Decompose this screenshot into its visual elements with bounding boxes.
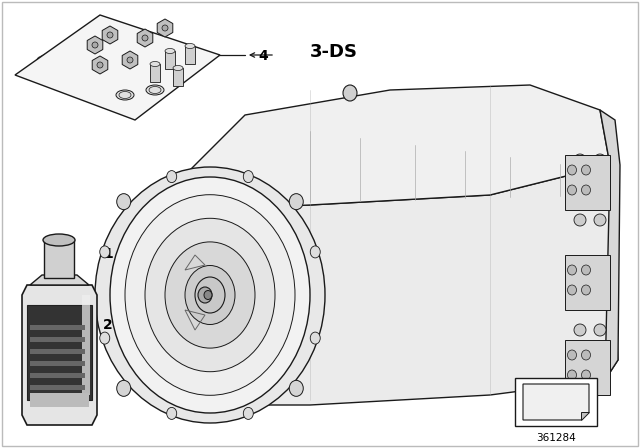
Bar <box>27 305 92 400</box>
Ellipse shape <box>185 43 195 48</box>
Ellipse shape <box>582 165 591 175</box>
Ellipse shape <box>574 214 586 226</box>
Ellipse shape <box>97 62 103 68</box>
Ellipse shape <box>107 32 113 38</box>
Polygon shape <box>185 85 610 210</box>
Ellipse shape <box>594 379 606 391</box>
Ellipse shape <box>568 350 577 360</box>
Ellipse shape <box>568 165 577 175</box>
Text: 4: 4 <box>258 49 268 63</box>
Text: 2: 2 <box>103 318 113 332</box>
Ellipse shape <box>582 370 591 380</box>
Ellipse shape <box>582 350 591 360</box>
Ellipse shape <box>594 214 606 226</box>
Ellipse shape <box>146 85 164 95</box>
Polygon shape <box>15 15 220 120</box>
Ellipse shape <box>204 290 212 300</box>
Ellipse shape <box>582 285 591 295</box>
Ellipse shape <box>574 379 586 391</box>
Ellipse shape <box>310 246 320 258</box>
Ellipse shape <box>166 407 177 419</box>
Ellipse shape <box>568 370 577 380</box>
Bar <box>565 340 610 395</box>
Bar <box>565 155 610 210</box>
Ellipse shape <box>127 57 133 63</box>
Ellipse shape <box>165 242 255 348</box>
Ellipse shape <box>142 35 148 41</box>
Ellipse shape <box>574 154 586 166</box>
Polygon shape <box>600 110 620 380</box>
Ellipse shape <box>574 269 586 281</box>
Ellipse shape <box>92 42 98 48</box>
Bar <box>30 385 85 390</box>
Ellipse shape <box>594 324 606 336</box>
Text: 361284: 361284 <box>536 433 576 443</box>
Ellipse shape <box>574 324 586 336</box>
Bar <box>185 46 195 64</box>
Polygon shape <box>30 275 89 285</box>
Ellipse shape <box>166 171 177 183</box>
Ellipse shape <box>310 332 320 344</box>
Ellipse shape <box>568 185 577 195</box>
Ellipse shape <box>125 195 295 395</box>
Ellipse shape <box>243 171 253 183</box>
Ellipse shape <box>582 265 591 275</box>
Bar <box>150 64 160 82</box>
Bar <box>30 349 85 354</box>
Ellipse shape <box>43 234 75 246</box>
Polygon shape <box>523 384 589 420</box>
Ellipse shape <box>568 285 577 295</box>
Ellipse shape <box>165 48 175 53</box>
Polygon shape <box>155 165 618 405</box>
Ellipse shape <box>150 61 160 66</box>
Ellipse shape <box>289 380 303 396</box>
Ellipse shape <box>594 154 606 166</box>
Text: 1: 1 <box>103 247 113 262</box>
Ellipse shape <box>343 85 357 101</box>
Bar <box>565 255 610 310</box>
Polygon shape <box>22 285 97 425</box>
Ellipse shape <box>568 265 577 275</box>
Bar <box>44 240 74 278</box>
Ellipse shape <box>594 269 606 281</box>
Bar <box>30 325 85 330</box>
Bar <box>165 51 175 69</box>
Ellipse shape <box>582 185 591 195</box>
Ellipse shape <box>195 277 225 313</box>
Bar <box>173 68 183 86</box>
Bar <box>82 295 90 395</box>
Ellipse shape <box>145 218 275 372</box>
Polygon shape <box>581 412 589 420</box>
Ellipse shape <box>198 287 212 303</box>
Bar <box>30 373 85 378</box>
Ellipse shape <box>243 407 253 419</box>
Ellipse shape <box>289 194 303 210</box>
Bar <box>30 361 85 366</box>
Bar <box>30 337 85 342</box>
Ellipse shape <box>185 266 235 324</box>
Ellipse shape <box>162 25 168 31</box>
Ellipse shape <box>116 380 131 396</box>
Ellipse shape <box>100 332 109 344</box>
Ellipse shape <box>110 177 310 413</box>
Bar <box>30 393 89 407</box>
Text: 5: 5 <box>45 248 55 262</box>
Ellipse shape <box>95 167 325 423</box>
Ellipse shape <box>173 65 183 70</box>
Ellipse shape <box>116 194 131 210</box>
Text: 3-DS: 3-DS <box>310 43 358 61</box>
Bar <box>515 378 597 426</box>
Ellipse shape <box>116 90 134 100</box>
Ellipse shape <box>100 246 109 258</box>
